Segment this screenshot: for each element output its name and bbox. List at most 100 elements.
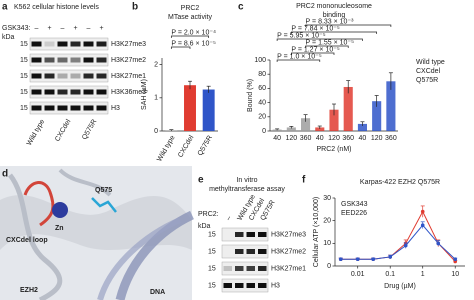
x-tick-label: 360 [385, 135, 397, 142]
blot-band [57, 41, 68, 47]
data-point [436, 241, 441, 246]
blot-band [31, 57, 42, 63]
kda-value: 15 [20, 73, 28, 80]
blot-band [70, 57, 81, 63]
blot-strip [29, 85, 109, 99]
x-tick-label: 120 [285, 135, 297, 142]
structure-image [0, 166, 194, 300]
blot-strip [221, 278, 269, 293]
y-tick-label: 2 [154, 61, 158, 68]
x-tick-label: 40 [359, 135, 367, 142]
x-tick-label: 1 [421, 271, 425, 278]
data-point [403, 243, 408, 248]
bar [286, 127, 296, 131]
panel-title: In vitro [236, 177, 257, 184]
significance-bracket [290, 52, 335, 55]
x-tick-label: 360 [342, 135, 354, 142]
x-tick-label: 120 [371, 135, 383, 142]
data-point [355, 257, 360, 262]
significance-label: P = 1.55 × 10⁻⁵ [306, 39, 355, 46]
legend-label: GSK343 [341, 201, 368, 208]
bar [315, 127, 325, 131]
blot-band [96, 41, 107, 47]
structure-label: Q575 [95, 187, 112, 194]
y-tick-label: 10 [323, 240, 331, 247]
blot-band [258, 266, 267, 271]
blot-band [235, 266, 244, 271]
blot-band [223, 266, 232, 271]
legend-label: EED226 [341, 210, 367, 217]
kda-value: 15 [20, 57, 28, 64]
kda-value: 15 [20, 41, 28, 48]
blot-band [96, 73, 107, 79]
blot-band [44, 105, 55, 111]
chart-title: binding [323, 12, 346, 19]
significance-label: P = 8.33 × 10⁻³ [306, 18, 355, 25]
kda-value: 15 [208, 265, 216, 272]
significance-label: P = 7.84 × 10⁻⁵ [291, 25, 340, 32]
dna-ribbon [115, 210, 194, 300]
y-tick-label: 0 [262, 128, 266, 135]
bar [357, 123, 367, 131]
blot-band [83, 41, 94, 47]
significance-bracket [170, 35, 210, 38]
blot-band [223, 283, 232, 288]
treatment-state: + [73, 25, 77, 32]
significance-label: P = 5.95 × 10⁻⁵ [277, 32, 326, 39]
kda-value: 15 [208, 231, 216, 238]
treatment-state: + [99, 25, 103, 32]
blot-band [258, 249, 267, 254]
significance-label: P = 8.6 × 10⁻⁵ [171, 40, 216, 47]
blot-strip [29, 101, 109, 115]
x-tick-label: CXCdel [177, 134, 195, 159]
blot-band [246, 232, 255, 237]
blot-strip [221, 227, 269, 242]
significance-bracket [276, 59, 321, 62]
blot-band [70, 105, 81, 111]
significance-bracket [290, 31, 378, 34]
bar [272, 129, 282, 131]
panel-label: c [238, 2, 244, 13]
significance-bracket [276, 38, 363, 41]
panel-label: f [302, 175, 306, 186]
x-tick-label: 40 [316, 135, 324, 142]
blot-strip [29, 69, 109, 83]
blot-band [96, 105, 107, 111]
y-tick-label: 0 [327, 263, 331, 270]
kda-value: 15 [208, 248, 216, 255]
blot-band [70, 89, 81, 95]
y-tick-label: 30 [323, 195, 331, 202]
x-tick-label: 0.1 [385, 271, 395, 278]
blot-band [44, 73, 55, 79]
x-tick-label: Q575R [197, 134, 214, 157]
panel-label: b [132, 2, 138, 13]
treatment-state: + [47, 25, 51, 32]
blot-band [57, 73, 68, 79]
blot-band [258, 232, 267, 237]
series-line [340, 224, 456, 260]
x-tick-label: 360 [300, 135, 312, 142]
y-tick-label: 60 [258, 85, 266, 92]
structure-label: DNA [150, 289, 165, 296]
treatment-state: – [35, 25, 39, 32]
significance-label: P = 1.27 × 10⁻⁵ [291, 46, 340, 53]
blot-band [235, 249, 244, 254]
legend-label: Wild type [416, 59, 445, 66]
bar [343, 86, 353, 131]
treatment-state: – [87, 25, 91, 32]
panel-title: K562 cellular histone levels [14, 4, 99, 11]
structure-label: EZH2 [20, 287, 38, 294]
legend-label: CXCdel [416, 68, 441, 75]
significance-bracket [305, 24, 392, 27]
bar [301, 118, 311, 131]
y-axis-label: Cellular ATP (×10,000) [313, 197, 320, 267]
band-label: H3K27me3 [271, 231, 306, 238]
kda-value: 15 [208, 282, 216, 289]
data-point [371, 257, 376, 262]
blot-band [44, 57, 55, 63]
blot-band [83, 105, 94, 111]
band-label: H3K27me1 [111, 73, 146, 80]
significance-label: P = 2.0 × 10⁻⁴ [171, 29, 216, 36]
significance-label: P = 1.0 × 10⁻⁵ [277, 53, 322, 60]
